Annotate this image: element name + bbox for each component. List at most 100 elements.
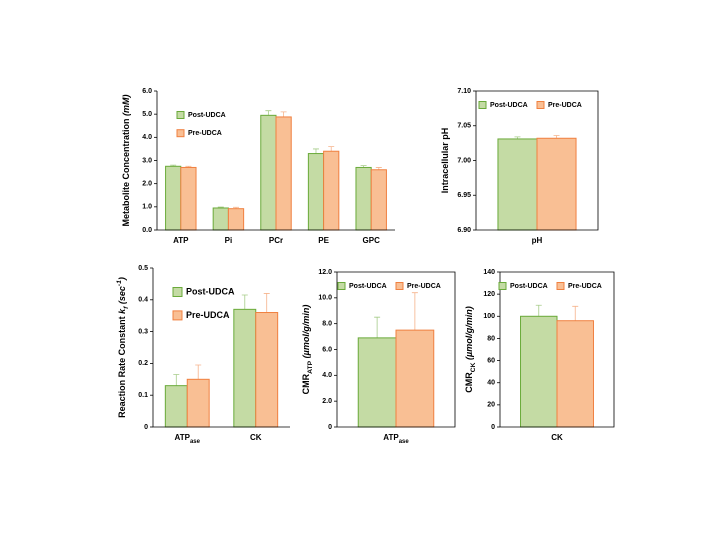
bar	[233, 308, 257, 428]
y-tick-label: 2.0	[322, 398, 332, 405]
y-tick-label: 4.0	[142, 134, 152, 141]
bar	[395, 329, 435, 428]
error-bar	[360, 165, 367, 168]
y-tick-label: 20	[487, 402, 495, 409]
legend-label: Post-UDCA	[188, 112, 226, 119]
y-axis-label: CMRCK (µmol/g/min)	[464, 306, 477, 392]
y-tick-label: 6.0	[142, 88, 152, 95]
y-tick-label: 8.0	[322, 321, 332, 328]
error-bar	[265, 110, 272, 116]
y-tick-label: 0.3	[138, 328, 148, 335]
y-tick-label: 6.0	[322, 346, 332, 353]
y-tick-label: 5.0	[142, 111, 152, 118]
legend-swatch	[337, 282, 346, 290]
bar	[212, 207, 229, 231]
axis	[499, 271, 615, 428]
y-tick-label: 2.0	[142, 181, 152, 188]
legend-swatch	[172, 310, 183, 321]
y-tick-label: 0.4	[138, 297, 148, 304]
label-part: CK	[470, 362, 477, 372]
bar	[556, 320, 594, 428]
bar	[275, 116, 292, 231]
y-tick-label: 3.0	[142, 157, 152, 164]
legend-swatch	[498, 282, 507, 290]
label-part: ATP	[175, 433, 191, 442]
label-part: ase	[190, 439, 201, 445]
bar	[180, 166, 197, 231]
error-bar	[170, 164, 177, 167]
y-tick-label: 40	[487, 380, 495, 387]
bar	[260, 114, 277, 231]
y-tick-label: 120	[483, 291, 495, 298]
legend-label: Post-UDCA	[349, 283, 387, 290]
label-part: -1	[116, 280, 123, 286]
error-bar	[375, 167, 382, 170]
y-tick-label: 10.0	[318, 295, 332, 302]
label-part: (µmol/g/min)	[464, 306, 474, 362]
label-part: ATP	[383, 433, 399, 442]
axis	[336, 271, 456, 428]
error-bar	[173, 374, 180, 386]
x-tick-label: CK	[250, 433, 262, 442]
x-tick-label: ATPase	[383, 433, 409, 444]
x-tick-label: PE	[318, 236, 329, 245]
legend-label: Post-UDCA	[490, 102, 528, 109]
bar	[227, 208, 245, 231]
error-bar	[280, 111, 287, 117]
y-tick-label: 60	[487, 357, 495, 364]
axis	[156, 91, 395, 231]
y-tick-label: 0.0	[142, 227, 152, 234]
y-tick-label: 12.0	[318, 269, 332, 276]
label-part: )	[117, 277, 127, 281]
y-tick-label: 140	[483, 269, 495, 276]
legend-swatch	[478, 101, 487, 109]
bar	[536, 137, 577, 231]
chart-panel: 6.90 6.95 7.00 7.05 7.10 pH Intracellular pH Po…	[440, 88, 599, 245]
label-part: (sec	[117, 286, 127, 307]
legend-label: Pre-UDCA	[188, 130, 222, 137]
label-part: Intracellular pH	[440, 128, 450, 194]
error-bar	[233, 206, 240, 209]
error-bar	[217, 206, 224, 208]
legend-swatch	[176, 111, 185, 119]
bar	[186, 378, 210, 428]
y-tick-label: 1.0	[142, 204, 152, 211]
label-part: ATP	[307, 360, 314, 373]
x-tick-label: pH	[532, 236, 543, 245]
y-tick-label: 100	[483, 313, 495, 320]
bar	[323, 150, 340, 231]
legend-swatch	[536, 101, 545, 109]
label-part: Metabolite Concentration	[121, 116, 131, 227]
bar	[497, 138, 538, 231]
y-tick-label: 4.0	[322, 372, 332, 379]
legend-swatch	[556, 282, 565, 290]
bar	[520, 315, 558, 428]
label-part: CMR	[301, 373, 311, 394]
legend-label: Pre-UDCA	[568, 283, 602, 290]
y-tick-label: 0	[491, 424, 495, 431]
y-tick-label: 0.5	[138, 265, 148, 272]
bar	[355, 166, 372, 231]
error-bar	[185, 165, 192, 168]
legend-label: Post-UDCA	[510, 283, 548, 290]
y-tick-label: 7.10	[457, 88, 471, 95]
label-part: k	[117, 308, 127, 314]
y-tick-label: 6.90	[457, 227, 471, 234]
axis	[152, 268, 290, 428]
y-tick-label: 0.2	[138, 360, 148, 367]
legend-swatch	[176, 129, 185, 138]
label-part: (µmol/g/min)	[301, 305, 311, 361]
y-tick-label: 0	[328, 424, 332, 431]
chart-panel: 0 0.1 0.2 0.3 0.4 0.5 ATPase CK Reaction Rate Co…	[116, 265, 290, 445]
label-part: CMR	[464, 372, 474, 393]
error-bar	[535, 304, 542, 317]
axis	[475, 90, 599, 231]
x-tick-label: Pi	[225, 236, 233, 245]
y-tick-label: 0	[144, 424, 148, 431]
label-part: ase	[399, 439, 410, 445]
error-bar	[263, 293, 270, 313]
y-axis-label: Metabolite Concentration (mM)	[121, 94, 131, 226]
